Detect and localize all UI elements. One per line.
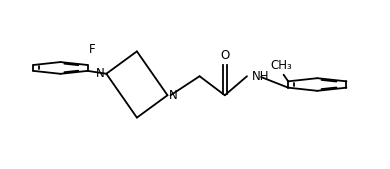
Text: NH: NH xyxy=(252,70,269,83)
Text: F: F xyxy=(89,43,96,56)
Text: CH₃: CH₃ xyxy=(270,59,292,72)
Text: O: O xyxy=(220,49,229,62)
Text: N: N xyxy=(96,67,105,80)
Text: N: N xyxy=(169,89,178,102)
